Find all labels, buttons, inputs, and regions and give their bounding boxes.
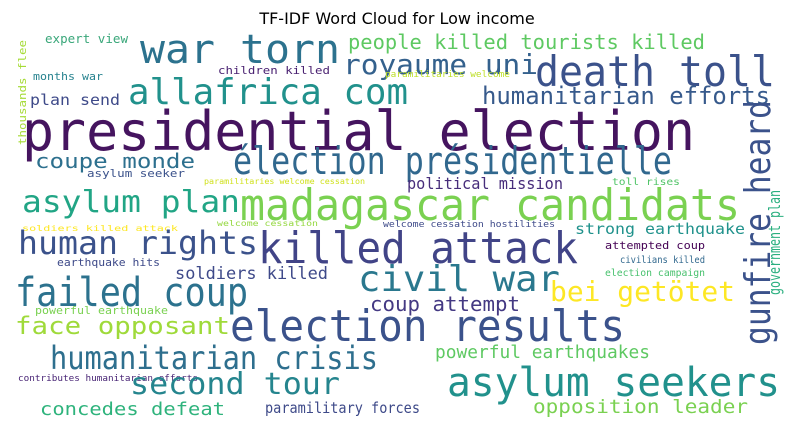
word: paramilitaries welcome bbox=[385, 70, 510, 80]
word: soldiers killed attack bbox=[22, 224, 178, 233]
word: plan send bbox=[30, 91, 120, 109]
word: welcome cessation bbox=[217, 219, 318, 228]
chart-title: TF-IDF Word Cloud for Low income bbox=[258, 9, 534, 28]
word: élection présidentielle bbox=[233, 139, 672, 183]
word: asylum seeker bbox=[87, 167, 185, 180]
word: royaume uni bbox=[343, 48, 538, 81]
word: political mission bbox=[407, 174, 563, 193]
word: death toll bbox=[535, 47, 775, 96]
word: months war bbox=[33, 70, 103, 83]
word: bei getötet bbox=[550, 275, 735, 308]
word: powerful earthquakes bbox=[435, 342, 650, 363]
word: civil war bbox=[358, 259, 560, 300]
word: paramilitaries welcome cessation bbox=[204, 177, 365, 186]
word: government plan bbox=[765, 190, 784, 295]
word: soldiers killed bbox=[175, 264, 328, 284]
word: failed coup bbox=[15, 270, 248, 316]
word: asylum plan bbox=[22, 185, 240, 220]
word: people killed tourists killed bbox=[348, 30, 705, 54]
word: contributes humanitarian efforts bbox=[18, 374, 198, 384]
word: human rights bbox=[18, 224, 258, 262]
word: presidential election bbox=[22, 100, 695, 163]
word: paramilitary forces bbox=[265, 399, 420, 417]
word: earthquake hits bbox=[57, 256, 160, 269]
word: humanitarian efforts bbox=[482, 82, 770, 110]
word: civilians killed bbox=[620, 255, 705, 266]
word: expert view bbox=[45, 32, 129, 46]
word: children killed bbox=[218, 64, 330, 77]
word: welcome cessation hostilities bbox=[383, 220, 555, 230]
word: election results bbox=[230, 301, 625, 352]
word: humanitarian crisis bbox=[50, 339, 378, 377]
word: concedes defeat bbox=[40, 399, 225, 420]
word: killed attack bbox=[258, 223, 578, 274]
word: face opposant bbox=[15, 312, 230, 340]
word: allafrica com bbox=[128, 72, 408, 113]
word: election campaign bbox=[605, 268, 705, 279]
word: second tour bbox=[130, 367, 340, 402]
word: coup attempt bbox=[370, 292, 520, 316]
word: powerful earthquake bbox=[35, 304, 168, 317]
word: toll rises bbox=[612, 177, 680, 188]
word: opposition leader bbox=[533, 396, 748, 418]
word: coupe monde bbox=[35, 149, 195, 173]
word: attempted coup bbox=[605, 239, 705, 252]
word: thousands flee bbox=[16, 40, 29, 145]
word: madagascar candidats bbox=[240, 180, 740, 231]
word: war torn bbox=[140, 27, 340, 73]
word: gunfire heard bbox=[738, 100, 779, 345]
word: asylum seekers bbox=[447, 360, 780, 406]
word: strong earthquake bbox=[575, 220, 745, 238]
